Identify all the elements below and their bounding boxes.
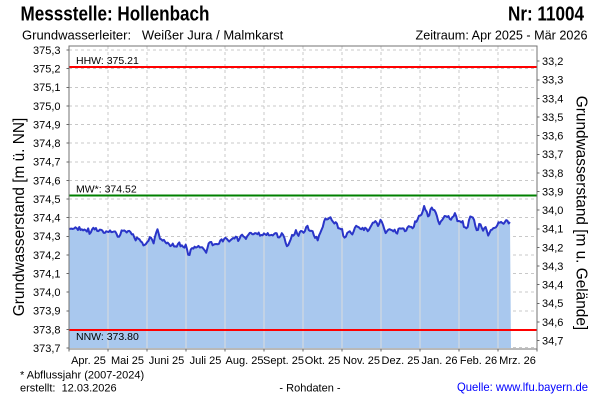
svg-text:Zeitraum: Apr 2025 - Mär 2026: Zeitraum: Apr 2025 - Mär 2026 <box>416 28 588 43</box>
svg-text:373,7: 373,7 <box>33 343 61 355</box>
svg-text:34,2: 34,2 <box>542 242 563 254</box>
svg-text:Quelle: www.lfu.bayern.de: Quelle: www.lfu.bayern.de <box>457 381 588 394</box>
svg-text:Okt. 25: Okt. 25 <box>305 355 340 367</box>
svg-text:Nov. 25: Nov. 25 <box>343 355 380 367</box>
svg-text:33,6: 33,6 <box>542 131 563 143</box>
svg-text:374,4: 374,4 <box>33 213 61 225</box>
svg-text:33,3: 33,3 <box>542 75 563 87</box>
svg-text:NNW: 373.80: NNW: 373.80 <box>76 331 139 343</box>
svg-text:33,7: 33,7 <box>542 149 563 161</box>
svg-text:34,7: 34,7 <box>542 335 563 347</box>
svg-text:Grundwasserstand [m ü. NN]: Grundwasserstand [m ü. NN] <box>11 118 28 316</box>
svg-text:Messstelle: Hollenbach: Messstelle: Hollenbach <box>21 4 210 26</box>
svg-text:Juli 25: Juli 25 <box>190 355 222 367</box>
svg-text:375,2: 375,2 <box>33 64 61 76</box>
svg-text:34,5: 34,5 <box>542 298 563 310</box>
svg-text:Jan. 26: Jan. 26 <box>421 355 457 367</box>
svg-text:Juni 25: Juni 25 <box>149 355 184 367</box>
svg-text:374,6: 374,6 <box>33 175 61 187</box>
svg-text:375,1: 375,1 <box>33 82 61 94</box>
svg-text:375,3: 375,3 <box>33 45 61 57</box>
svg-text:374,1: 374,1 <box>33 268 61 280</box>
svg-text:374,7: 374,7 <box>33 157 61 169</box>
svg-text:33,8: 33,8 <box>542 168 563 180</box>
svg-text:34,4: 34,4 <box>542 280 563 292</box>
svg-text:erstellt: 12.03.2026: erstellt: 12.03.2026 <box>20 383 117 395</box>
svg-text:34,0: 34,0 <box>542 205 563 217</box>
svg-text:34,3: 34,3 <box>542 261 563 273</box>
svg-text:- Rohdaten -: - Rohdaten - <box>279 383 340 395</box>
svg-text:Grundwasserstand [m u. Gelände: Grundwasserstand [m u. Gelände] <box>573 96 590 330</box>
svg-text:33,2: 33,2 <box>542 56 563 68</box>
svg-text:Apr. 25: Apr. 25 <box>71 355 106 367</box>
svg-text:Feb. 26: Feb. 26 <box>460 355 497 367</box>
svg-text:HHW: 375.21: HHW: 375.21 <box>76 55 139 67</box>
svg-text:33,5: 33,5 <box>542 112 563 124</box>
svg-text:Grundwasserleiter: Weißer Ju: Grundwasserleiter: Weißer Jura / Malmkar… <box>22 28 284 43</box>
svg-text:374,8: 374,8 <box>33 138 61 150</box>
svg-text:374,2: 374,2 <box>33 250 61 262</box>
svg-text:Aug. 25: Aug. 25 <box>226 355 264 367</box>
svg-text:374,9: 374,9 <box>33 119 61 131</box>
svg-text:373,9: 373,9 <box>33 306 61 318</box>
svg-text:374,5: 374,5 <box>33 194 61 206</box>
svg-text:* Abflussjahr (2007-2024): * Abflussjahr (2007-2024) <box>20 370 144 382</box>
svg-text:374,3: 374,3 <box>33 231 61 243</box>
svg-text:MW*: 374.52: MW*: 374.52 <box>76 183 137 195</box>
svg-text:33,9: 33,9 <box>542 186 563 198</box>
svg-text:Nr: 11004: Nr: 11004 <box>508 4 585 26</box>
svg-text:374,0: 374,0 <box>33 287 61 299</box>
svg-text:Mai 25: Mai 25 <box>111 355 144 367</box>
svg-text:Mrz. 26: Mrz. 26 <box>499 355 536 367</box>
svg-text:Sept. 25: Sept. 25 <box>263 355 304 367</box>
svg-text:Dez. 25: Dez. 25 <box>382 355 420 367</box>
svg-text:33,4: 33,4 <box>542 93 563 105</box>
svg-text:375,0: 375,0 <box>33 101 61 113</box>
svg-text:34,6: 34,6 <box>542 317 563 329</box>
svg-text:34,1: 34,1 <box>542 224 563 236</box>
svg-text:373,8: 373,8 <box>33 324 61 336</box>
